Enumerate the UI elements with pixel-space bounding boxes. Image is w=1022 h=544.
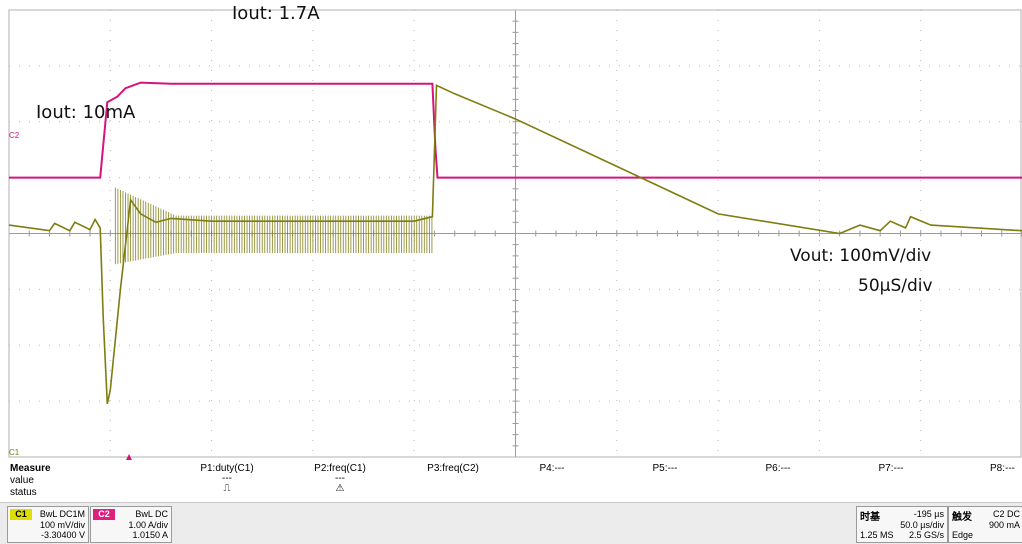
trigger-label: 触发 bbox=[952, 512, 972, 523]
measure-param: P7:--- bbox=[878, 463, 904, 474]
timebase-samples: 1.25 MS bbox=[860, 530, 894, 540]
measure-row-status-label: status bbox=[10, 487, 37, 498]
measure-param: P8:--- bbox=[990, 463, 1015, 474]
voltage-ripple-band bbox=[114, 187, 433, 265]
measure-col-p6[interactable]: P6:--- bbox=[723, 463, 833, 474]
measure-value: --- bbox=[222, 473, 232, 484]
measure-col-p4[interactable]: P4:--- bbox=[497, 463, 607, 474]
timebase-rate: 2.5 GS/s bbox=[908, 530, 944, 540]
measure-col-p3[interactable]: P3:freq(C2) bbox=[398, 463, 508, 474]
iout-high-label: Iout: 1.7A bbox=[232, 3, 320, 24]
channel-c1-offset: -3.30400 V bbox=[40, 530, 85, 540]
measure-param: P6:--- bbox=[765, 463, 791, 474]
trigger-level: 900 mA bbox=[988, 520, 1020, 530]
timebase-label: 时基 bbox=[860, 512, 880, 523]
timebase-scale: 50.0 µs/div bbox=[900, 520, 944, 530]
channel-c1-tag: C1 bbox=[10, 509, 32, 520]
measure-status: ⚠ bbox=[335, 483, 345, 494]
time-scale-label: 50µS/div bbox=[858, 276, 933, 296]
measure-col-p1[interactable]: P1:duty(C1) --- ⎍ bbox=[172, 463, 282, 494]
measure-col-p7[interactable]: P7:--- bbox=[836, 463, 946, 474]
trigger-position-icon bbox=[126, 454, 132, 460]
vout-scale-label: Vout: 100mV/div bbox=[790, 246, 932, 266]
measure-col-p5[interactable]: P5:--- bbox=[610, 463, 720, 474]
measure-param: P5:--- bbox=[652, 463, 678, 474]
timebase-delay: -195 µs bbox=[913, 509, 944, 519]
measure-col-p2[interactable]: P2:freq(C1) --- ⚠ bbox=[285, 463, 395, 494]
channel-c1-mode: BwL DC1M bbox=[39, 509, 85, 519]
waveform-display: C2 C1 bbox=[8, 9, 1022, 460]
channel-markers: C2 C1 bbox=[9, 131, 132, 460]
c1-marker: C1 bbox=[9, 448, 20, 457]
trigger-descriptor[interactable]: 触发 C2 DC 900 mA Edge bbox=[948, 506, 1022, 543]
trigger-source: C2 DC bbox=[992, 509, 1020, 519]
channel-c1-scale: 100 mV/div bbox=[39, 520, 85, 530]
timebase-descriptor[interactable]: 时基 -195 µs 50.0 µs/div 1.25 MS 2.5 GS/s bbox=[856, 506, 948, 543]
graticule-border bbox=[8, 9, 1022, 458]
measure-title: Measure bbox=[10, 463, 51, 474]
measure-param: P3:freq(C2) bbox=[427, 463, 479, 474]
measure-param: P1:duty(C1) bbox=[200, 463, 254, 474]
measure-param: P2:freq(C1) bbox=[314, 463, 366, 474]
channel-c2-offset: 1.0150 A bbox=[132, 530, 168, 540]
measure-col-p8[interactable]: P8:--- bbox=[946, 463, 1022, 474]
channel-c2-mode: BwL DC bbox=[135, 509, 168, 519]
measure-status: ⎍ bbox=[223, 483, 231, 494]
channel-c1-descriptor[interactable]: C1 BwL DC1M 100 mV/div -3.30400 V bbox=[7, 506, 89, 543]
status-bar: C1 BwL DC1M 100 mV/div -3.30400 V C2 BwL… bbox=[0, 502, 1022, 544]
channel-c2-descriptor[interactable]: C2 BwL DC 1.00 A/div 1.0150 A bbox=[90, 506, 172, 543]
channel-c2-tag: C2 bbox=[93, 509, 115, 520]
waveform-traces bbox=[8, 81, 1022, 405]
measure-row-value-label: value bbox=[10, 475, 34, 486]
measure-value: --- bbox=[335, 473, 345, 484]
measure-param: P4:--- bbox=[539, 463, 565, 474]
measure-panel: Measure value status P1:duty(C1) --- ⎍ P… bbox=[0, 461, 1022, 501]
trigger-type: Edge bbox=[952, 530, 974, 540]
channel-c2-scale: 1.00 A/div bbox=[128, 520, 168, 530]
iout-low-label: Iout: 10mA bbox=[36, 102, 136, 123]
c2-marker: C2 bbox=[9, 131, 20, 140]
